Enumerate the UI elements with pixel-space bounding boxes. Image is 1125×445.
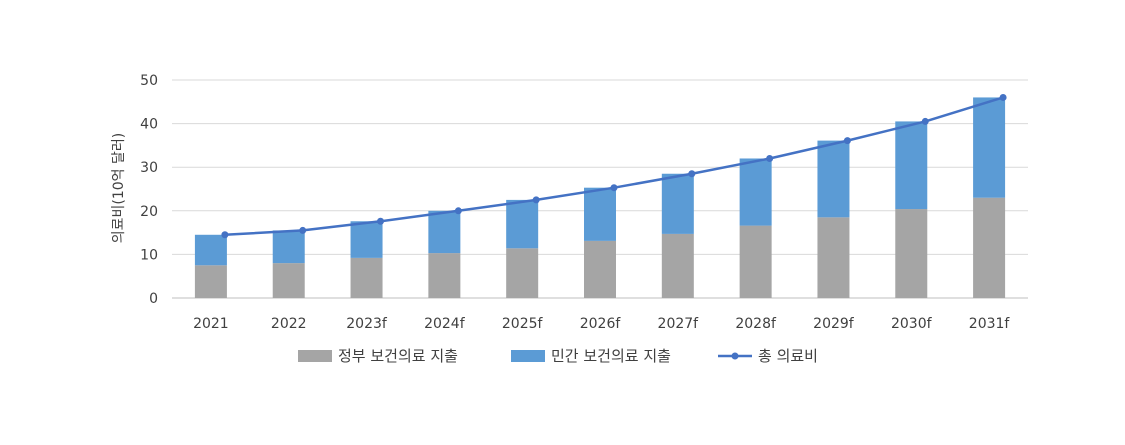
x-tick-label: 2027f	[658, 316, 700, 332]
x-tick-label: 2024f	[424, 316, 466, 332]
total-point-2026f	[610, 184, 618, 192]
y-tick-label: 40	[140, 117, 158, 133]
bar-government-2024f	[428, 253, 461, 298]
bar-private-2027f	[661, 173, 694, 234]
y-tick-label: 20	[140, 204, 158, 220]
bar-government-2030f	[895, 209, 928, 298]
total-point-2029f	[843, 137, 851, 145]
bar-government-2029f	[817, 217, 850, 298]
bar-government-2026f	[584, 240, 616, 298]
bar-private-2021	[194, 234, 227, 266]
y-tick-label: 50	[140, 73, 158, 89]
legend: 정부 보건의료 지출 민간 보건의료 지출 총 의료비	[298, 347, 818, 365]
x-tick-label: 2021	[193, 316, 229, 332]
bar-private-2025f	[506, 199, 539, 249]
legend-label-2: 총 의료비	[758, 347, 818, 365]
total-point-2031f	[999, 93, 1007, 101]
bar-government-2027f	[661, 233, 694, 298]
bar-private-2023f	[350, 221, 383, 258]
legend-swatch-0	[298, 350, 332, 362]
bar-government-2028f	[739, 225, 772, 298]
total-point-2028f	[766, 154, 774, 162]
total-point-2027f	[688, 170, 696, 178]
x-tick-label: 2026f	[580, 316, 622, 332]
x-tick-label: 2023f	[346, 316, 388, 332]
x-tick-label: 2031f	[969, 316, 1011, 332]
bars	[194, 97, 1006, 298]
bar-government-2025f	[506, 248, 539, 298]
x-tick-label: 2022	[271, 316, 307, 332]
bar-private-2022	[272, 230, 305, 264]
y-tick-label: 30	[140, 160, 158, 176]
bar-government-2022	[272, 263, 305, 298]
total-line	[221, 93, 1007, 239]
bar-government-2031f	[973, 197, 1006, 298]
bar-private-2026f	[584, 187, 616, 241]
axes: 0 10 20 30 40 50 2021 2022 2023f 2024f 2025f 2026f 2…	[140, 73, 1010, 332]
bar-government-2023f	[350, 257, 383, 298]
bar-private-2030f	[895, 121, 928, 210]
legend-label-1: 민간 보건의료 지출	[551, 347, 671, 365]
total-point-2023f	[377, 217, 385, 225]
legend-swatch-1	[511, 350, 545, 362]
y-tick-label: 10	[140, 247, 158, 263]
bar-private-2031f	[973, 97, 1006, 198]
total-point-2025f	[532, 196, 540, 204]
bar-private-2029f	[817, 140, 850, 218]
total-point-2022	[299, 226, 307, 234]
x-tick-label: 2025f	[502, 316, 544, 332]
legend-label-0: 정부 보건의료 지출	[338, 347, 458, 365]
total-point-2030f	[921, 117, 929, 125]
bar-government-2021	[194, 265, 227, 298]
total-point-2021	[221, 231, 229, 239]
x-tick-label: 2028f	[735, 316, 777, 332]
bar-private-2028f	[739, 158, 772, 226]
total-point-2024f	[454, 207, 462, 215]
y-tick-label: 0	[149, 291, 158, 307]
legend-swatch-marker	[731, 352, 739, 360]
bar-private-2024f	[428, 210, 461, 254]
x-tick-label: 2029f	[813, 316, 855, 332]
y-axis-title: 의료비(10억 달러)	[111, 133, 127, 243]
x-tick-label: 2030f	[891, 316, 933, 332]
